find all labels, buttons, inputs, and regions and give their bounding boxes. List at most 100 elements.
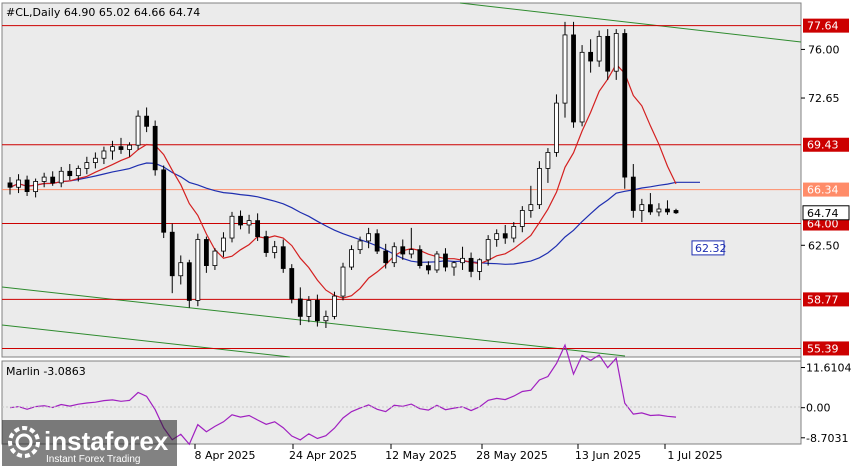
price-tick-2: 62.50	[808, 239, 840, 252]
candle	[425, 261, 431, 275]
candle	[289, 264, 295, 304]
level-tag-5	[803, 341, 849, 356]
current-price-tag	[802, 205, 850, 221]
level-label-4: 58.77	[807, 293, 839, 306]
candle	[528, 185, 534, 218]
candle	[613, 29, 619, 80]
price-panel	[1, 2, 802, 358]
candle	[477, 258, 483, 281]
candle	[118, 137, 124, 154]
blue-moving-average-line	[9, 162, 700, 265]
candle	[101, 146, 107, 165]
time-tick-1: 24 Apr 2025	[289, 449, 357, 462]
candle	[84, 156, 90, 175]
candle	[417, 245, 423, 269]
blue-ma-label: 62.32	[695, 242, 727, 255]
candle	[24, 175, 30, 196]
candle	[571, 21, 576, 128]
gear-icon	[8, 426, 40, 458]
candle	[306, 296, 312, 323]
time-tick-2: 12 May 2025	[385, 449, 457, 462]
candle	[536, 161, 542, 210]
price-axis: 76.00 72.65 62.50	[801, 43, 840, 252]
candle	[186, 259, 192, 308]
candle	[434, 251, 440, 273]
candle	[110, 140, 115, 160]
marlin-oscillator-line	[9, 343, 677, 446]
candle	[647, 193, 653, 215]
level-tag-1	[803, 137, 849, 152]
candle	[314, 294, 320, 327]
candle	[545, 148, 551, 183]
candle	[212, 248, 218, 270]
candle	[280, 239, 286, 273]
price-levels	[2, 25, 801, 349]
level-tag-0	[803, 18, 849, 33]
level-labels: 77.64 69.43 66.34 64.00 58.77 55.39 64.74 62.32	[691, 18, 850, 356]
candle	[41, 172, 47, 188]
level-label-5: 55.39	[807, 342, 839, 355]
candle	[673, 208, 679, 214]
price-tick-0: 76.00	[808, 43, 840, 56]
candle	[383, 243, 389, 269]
osc-tick-1: 0.00	[806, 402, 831, 415]
candle	[511, 222, 517, 243]
candle	[246, 214, 252, 234]
candle	[50, 171, 56, 186]
candle	[596, 30, 602, 67]
candle	[554, 94, 559, 157]
price-tick-1: 72.65	[808, 92, 840, 105]
candle	[630, 164, 636, 218]
candle	[639, 198, 645, 223]
candle	[665, 200, 670, 215]
candle	[297, 287, 303, 326]
candle	[178, 255, 184, 285]
candle	[332, 291, 337, 320]
candle	[221, 232, 226, 257]
watermark-brand: instaforex	[44, 426, 169, 456]
green-trendline-top	[459, 2, 802, 43]
candle	[135, 110, 141, 150]
time-tick-5: 1 Jul 2025	[667, 449, 722, 462]
candles	[7, 21, 679, 328]
level-label-1: 69.43	[807, 139, 839, 152]
green-trendline-mid	[1, 286, 626, 357]
level-label-2: 66.34	[807, 184, 839, 197]
candle	[605, 29, 611, 80]
candle	[195, 233, 201, 307]
level-tag-2	[803, 182, 849, 197]
time-axis: 8 Apr 2025 24 Apr 2025 12 May 2025 28 May 2…	[194, 444, 723, 462]
time-tick-3: 28 May 2025	[476, 449, 548, 462]
candle	[588, 39, 594, 73]
candle	[494, 229, 500, 247]
osc-tick-0: 11.6104	[806, 362, 852, 375]
candle	[33, 178, 39, 198]
candle	[374, 229, 380, 254]
candle	[502, 224, 508, 244]
candle	[519, 206, 525, 233]
candle	[7, 177, 13, 195]
time-tick-0: 8 Apr 2025	[194, 449, 255, 462]
candle	[67, 164, 73, 180]
current-price-label: 64.74	[807, 207, 839, 220]
candle	[408, 227, 414, 259]
candle	[127, 142, 132, 157]
level-tag-4	[803, 292, 849, 307]
candle	[92, 152, 98, 169]
time-tick-4: 13 Jun 2025	[575, 449, 641, 462]
candle	[203, 236, 209, 273]
candle	[152, 120, 158, 176]
candle	[161, 165, 167, 239]
candle	[75, 165, 81, 182]
level-label-0: 77.64	[807, 20, 839, 33]
candle	[485, 235, 491, 266]
green-trendline-low	[1, 324, 291, 358]
candle	[169, 223, 175, 294]
candle	[229, 211, 235, 243]
candle	[58, 166, 64, 188]
candle	[366, 227, 372, 249]
candle	[340, 262, 346, 301]
candle	[263, 230, 269, 257]
candle	[255, 213, 261, 241]
candle	[562, 21, 568, 118]
